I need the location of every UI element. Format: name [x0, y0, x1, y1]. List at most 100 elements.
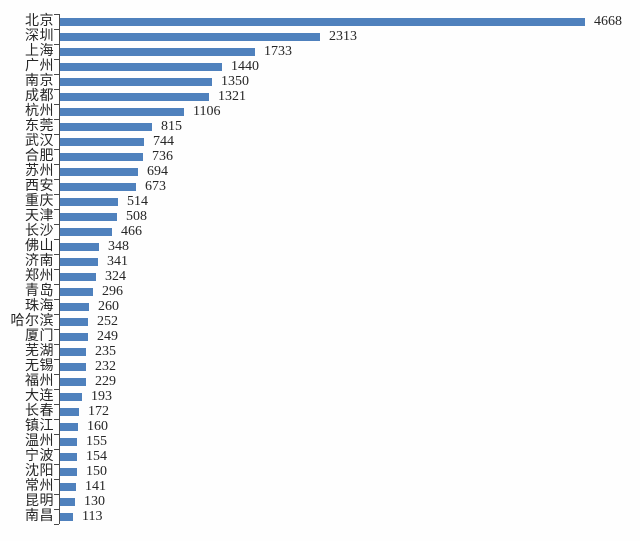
- axis-tick: [54, 74, 59, 75]
- category-label: 苏州: [25, 164, 54, 179]
- bar-track: 673: [60, 179, 166, 194]
- bar-row: 芜湖 235: [0, 344, 622, 359]
- axis-tick: [54, 389, 59, 390]
- value-label: 1106: [193, 104, 221, 119]
- bar-track: 150: [60, 464, 107, 479]
- category-label: 成都: [25, 89, 54, 104]
- bar: [60, 362, 86, 371]
- bar-row: 重庆 514: [0, 194, 622, 209]
- category-label: 北京: [25, 14, 54, 29]
- bar: [60, 332, 88, 341]
- value-label: 232: [95, 359, 116, 374]
- bar-row: 珠海 260: [0, 299, 622, 314]
- value-label: 508: [126, 209, 147, 224]
- bar-track: 1350: [60, 74, 249, 89]
- category-label: 厦门: [25, 329, 54, 344]
- bar-track: 160: [60, 419, 108, 434]
- category-label: 东莞: [25, 119, 54, 134]
- category-label: 常州: [25, 479, 54, 494]
- category-label: 上海: [25, 44, 54, 59]
- bar-row: 上海 1733: [0, 44, 622, 59]
- bar-track: 341: [60, 254, 128, 269]
- axis-tick: [54, 239, 59, 240]
- axis-tick: [54, 314, 59, 315]
- bar-track: 130: [60, 494, 105, 509]
- category-label: 温州: [25, 434, 54, 449]
- value-label: 466: [121, 224, 142, 239]
- axis-tick: [54, 44, 59, 45]
- category-label: 长沙: [25, 224, 54, 239]
- category-label: 南京: [25, 74, 54, 89]
- value-label: 296: [102, 284, 123, 299]
- bar-track: 113: [60, 509, 102, 524]
- category-label: 哈尔滨: [10, 314, 54, 329]
- bar: [60, 377, 86, 386]
- bar: [60, 422, 78, 431]
- axis-tick: [54, 404, 59, 405]
- axis-tick: [54, 194, 59, 195]
- value-label: 736: [152, 149, 173, 164]
- bar-row: 青岛 296: [0, 284, 622, 299]
- value-label: 235: [95, 344, 116, 359]
- value-label: 249: [97, 329, 118, 344]
- bar-row: 西安 673: [0, 179, 622, 194]
- axis-tick: [54, 359, 59, 360]
- bar: [60, 242, 99, 251]
- category-label: 合肥: [25, 149, 54, 164]
- category-label: 南昌: [25, 509, 54, 524]
- value-label: 141: [85, 479, 106, 494]
- bar-track: 736: [60, 149, 173, 164]
- axis-tick: [54, 59, 59, 60]
- bar-track: 229: [60, 374, 116, 389]
- axis-tick: [54, 254, 59, 255]
- value-label: 113: [82, 509, 103, 524]
- bar-row: 郑州 324: [0, 269, 622, 284]
- bar-track: 1321: [60, 89, 246, 104]
- bar-row: 厦门 249: [0, 329, 622, 344]
- value-label: 1321: [218, 89, 246, 104]
- category-label: 深圳: [25, 29, 54, 44]
- bar: [60, 482, 76, 491]
- bar-rows: 北京 4668 深圳 2313 上海 1733 广州 1440 南京 1350 成都 1321 杭州 11…: [0, 14, 623, 524]
- category-label: 重庆: [25, 194, 54, 209]
- bar: [60, 182, 136, 191]
- value-label: 744: [153, 134, 174, 149]
- value-label: 1350: [221, 74, 249, 89]
- bar-track: 141: [60, 479, 106, 494]
- bar: [60, 407, 79, 416]
- category-label: 沈阳: [25, 464, 54, 479]
- axis-tick: [54, 269, 59, 270]
- bar-row: 东莞 815: [0, 119, 622, 134]
- bar: [60, 17, 585, 26]
- bar-row: 成都 1321: [0, 89, 622, 104]
- bar-track: 744: [60, 134, 174, 149]
- bar: [60, 212, 117, 221]
- bar-track: 466: [60, 224, 142, 239]
- category-label: 福州: [25, 374, 54, 389]
- bar-row: 广州 1440: [0, 59, 622, 74]
- bar: [60, 452, 77, 461]
- value-label: 172: [88, 404, 109, 419]
- bar-track: 252: [60, 314, 118, 329]
- value-label: 324: [105, 269, 126, 284]
- bar-track: 1106: [60, 104, 220, 119]
- value-label: 229: [95, 374, 116, 389]
- bar: [60, 137, 144, 146]
- bar-track: 260: [60, 299, 119, 314]
- axis-tick: [54, 494, 59, 495]
- bar: [60, 107, 184, 116]
- bar: [60, 317, 88, 326]
- value-label: 2313: [329, 29, 357, 44]
- bar-row: 武汉 744: [0, 134, 622, 149]
- axis-tick: [54, 419, 59, 420]
- category-label: 镇江: [25, 419, 54, 434]
- value-label: 514: [127, 194, 148, 209]
- category-label: 杭州: [25, 104, 54, 119]
- bar-track: 2313: [60, 29, 357, 44]
- bar: [60, 47, 255, 56]
- bar-track: 1440: [60, 59, 259, 74]
- bar: [60, 437, 77, 446]
- axis-tick: [54, 89, 59, 90]
- category-label: 昆明: [25, 494, 54, 509]
